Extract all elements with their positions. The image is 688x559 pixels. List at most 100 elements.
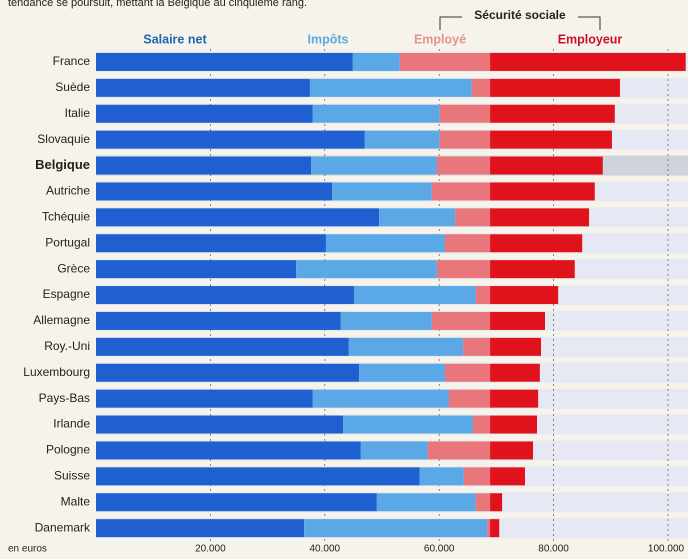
bar-segment	[475, 493, 491, 512]
y-tick-label: Roy.-Uni	[44, 339, 90, 353]
y-tick-label: Belgique	[35, 157, 90, 172]
bar-segment	[96, 415, 344, 434]
bar-segment	[419, 467, 464, 486]
bar-segment	[96, 311, 341, 330]
bar-segment	[490, 130, 612, 149]
y-tick-label: Luxembourg	[23, 365, 90, 379]
bar-segment	[96, 337, 349, 356]
bar-segment	[353, 286, 476, 305]
y-tick-label: Suisse	[54, 469, 90, 483]
y-tick-label: Malte	[61, 494, 91, 508]
bar-segment	[444, 363, 491, 382]
bar-segment	[96, 156, 312, 175]
bar-segment	[379, 208, 456, 227]
bar-segment	[96, 234, 326, 253]
bar-segment	[427, 441, 491, 460]
group-label: Sécurité sociale	[474, 8, 566, 22]
bar-segment	[312, 389, 449, 408]
bar-segment	[455, 208, 491, 227]
y-tick-label: Grèce	[57, 261, 90, 275]
bar-segment	[96, 130, 365, 149]
bar-segment	[364, 130, 440, 149]
bar-segment	[431, 311, 491, 330]
bar-segment	[348, 337, 464, 356]
bar-segment	[376, 493, 476, 512]
bar-segment	[490, 363, 540, 382]
bar-segment	[96, 389, 313, 408]
bar-segment	[96, 208, 380, 227]
y-tick-label: Slovaquie	[37, 132, 90, 146]
bar-segment	[490, 208, 590, 227]
x-tick-label: 80.000	[538, 544, 569, 555]
y-tick-label: Portugal	[45, 235, 90, 249]
bar-segment	[96, 363, 360, 382]
bar-segment	[490, 337, 542, 356]
y-tick-label: Pays-Bas	[39, 391, 90, 405]
y-tick-label: Allemagne	[33, 313, 90, 327]
bar-segment	[96, 467, 420, 486]
y-tick-label: Italie	[65, 106, 91, 120]
bar-segment	[490, 286, 559, 305]
bar-segment	[490, 441, 533, 460]
bar-segment	[304, 519, 488, 538]
bar-segment	[96, 260, 297, 279]
bar-segment	[490, 234, 583, 253]
x-tick-label: 40.000	[309, 544, 340, 555]
bar-segment	[436, 260, 491, 279]
bar-segment	[311, 156, 437, 175]
bar-segment	[96, 182, 333, 201]
y-tick-label: Espagne	[43, 287, 91, 301]
legend-label: Impôts	[308, 32, 349, 46]
bar-segment	[448, 389, 491, 408]
bar-segment	[463, 337, 491, 356]
bar-segment	[490, 156, 603, 175]
bar-segment	[325, 234, 445, 253]
bar-segment	[439, 130, 491, 149]
bar-segment	[490, 182, 595, 201]
legend-label: Employeur	[558, 32, 623, 46]
bar-segment	[340, 311, 432, 330]
bar-segment	[487, 519, 491, 538]
bar-segment	[96, 286, 354, 305]
bar-segment	[96, 493, 377, 512]
bar-segment	[436, 156, 491, 175]
bar-segment	[343, 415, 473, 434]
bar-segment	[309, 78, 472, 97]
bar-segment	[463, 467, 491, 486]
bar-segment	[490, 389, 539, 408]
bar-segment	[296, 260, 437, 279]
x-tick-label: 100.000	[648, 544, 685, 555]
bar-segment	[332, 182, 432, 201]
y-tick-label: Pologne	[46, 443, 90, 457]
subtitle: tendance se poursuit, mettant la Belgiqu…	[8, 0, 307, 9]
y-tick-label: Suède	[55, 80, 90, 94]
bar-segment	[444, 234, 491, 253]
x-tick-label: 60.000	[424, 544, 455, 555]
y-tick-label: Autriche	[46, 184, 90, 198]
group-bracket	[439, 16, 601, 30]
bar-segment	[96, 104, 313, 123]
bar-segment	[490, 260, 575, 279]
bar-segment	[439, 104, 491, 123]
bar-segment	[352, 52, 400, 71]
y-tick-label: Danemark	[35, 520, 91, 534]
bar-segment	[359, 363, 445, 382]
bar-segment	[490, 519, 500, 538]
bar-segment	[490, 493, 503, 512]
bar-segment	[96, 78, 310, 97]
bar-segment	[96, 52, 353, 71]
bar-segment	[360, 441, 428, 460]
bar-segment	[475, 286, 491, 305]
bar-segment	[490, 311, 546, 330]
bar-segment	[96, 441, 361, 460]
y-tick-label: France	[53, 54, 91, 68]
bar-segment	[96, 519, 305, 538]
bar-segment	[431, 182, 491, 201]
x-tick-label: 20.000	[195, 544, 226, 555]
bar-segment	[490, 415, 537, 434]
bar-segment	[490, 467, 525, 486]
x-axis-label: en euros	[8, 544, 47, 555]
legend-label: Salaire net	[143, 32, 207, 46]
legend-label: Employé	[414, 32, 466, 46]
